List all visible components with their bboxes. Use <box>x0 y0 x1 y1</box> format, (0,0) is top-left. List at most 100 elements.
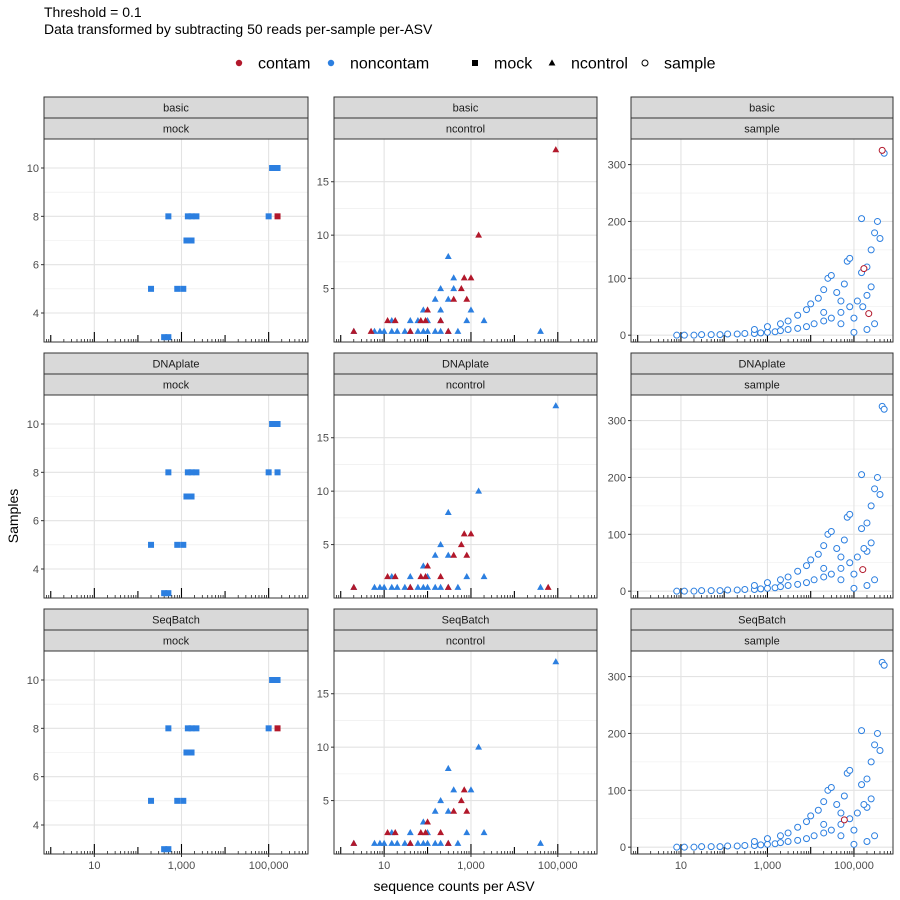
point-contam <box>367 327 375 334</box>
point-contam <box>422 317 429 324</box>
point-noncontam <box>467 786 475 793</box>
point-noncontam <box>450 284 458 292</box>
point-contam <box>450 807 458 814</box>
point-contam <box>444 327 452 334</box>
point-noncontam <box>193 725 200 732</box>
point-noncontam <box>716 843 724 851</box>
panel-background <box>334 139 597 342</box>
legend: contam noncontam mock ncontrol sample <box>235 56 716 73</box>
point-noncontam <box>444 764 452 772</box>
point-noncontam <box>180 541 187 548</box>
point-noncontam <box>803 562 811 570</box>
x-tick-label: 100,000 <box>538 860 578 872</box>
point-noncontam <box>858 727 866 735</box>
point-contam <box>424 562 431 569</box>
point-noncontam <box>265 725 272 732</box>
point-noncontam <box>148 797 155 804</box>
strip-type-label: mock <box>163 636 190 648</box>
point-noncontam <box>431 839 439 846</box>
point-noncontam <box>537 583 544 590</box>
point-noncontam <box>853 809 861 817</box>
point-noncontam <box>807 300 815 308</box>
legend-key-contam <box>235 59 243 67</box>
point-noncontam <box>193 213 200 220</box>
point-noncontam <box>867 758 875 766</box>
x-tick-label: 100,000 <box>834 860 874 872</box>
strip-type-label: mock <box>163 124 190 136</box>
y-tick-label: 8 <box>33 211 39 223</box>
y-tick-label: 10 <box>317 230 329 242</box>
point-noncontam <box>165 334 172 341</box>
point-noncontam <box>863 581 871 589</box>
point-noncontam <box>161 590 168 597</box>
strip-method-label: DNAplate <box>738 359 785 371</box>
point-noncontam <box>698 843 706 851</box>
point-noncontam <box>444 508 452 516</box>
panel-basic-mock: basic mock 4 6 8 10 <box>27 96 309 343</box>
panel-SeqBatch-ncontrol: SeqBatch ncontrol 5 10 15 10 1,000 100,000 <box>317 608 598 872</box>
point-noncontam <box>165 725 172 732</box>
point-noncontam <box>188 213 195 220</box>
point-noncontam <box>265 469 272 476</box>
point-noncontam <box>388 327 396 334</box>
point-noncontam <box>733 842 741 850</box>
point-noncontam <box>803 579 811 587</box>
y-tick-label: 300 <box>608 160 626 172</box>
strip-method-label: SeqBatch <box>152 615 200 627</box>
point-noncontam <box>148 541 155 548</box>
point-contam <box>437 573 445 580</box>
point-noncontam <box>784 325 792 333</box>
point-noncontam <box>763 579 771 587</box>
point-noncontam <box>860 545 868 553</box>
strip-method-label: DNAplate <box>442 359 489 371</box>
y-tick-label: 15 <box>317 177 329 189</box>
point-noncontam <box>380 839 388 846</box>
point-contam <box>840 816 848 824</box>
strip-type-label: sample <box>744 124 779 136</box>
point-noncontam <box>763 323 771 331</box>
point-contam <box>422 573 429 580</box>
point-noncontam <box>820 829 828 837</box>
point-noncontam <box>180 285 187 292</box>
point-noncontam <box>763 835 771 843</box>
point-noncontam <box>274 165 281 171</box>
point-noncontam <box>820 286 828 294</box>
point-noncontam <box>837 820 845 828</box>
y-axis-title: Samples <box>5 489 21 543</box>
point-noncontam <box>741 841 749 849</box>
point-noncontam <box>757 841 765 849</box>
point-noncontam <box>858 525 866 533</box>
point-noncontam <box>863 291 871 299</box>
point-noncontam <box>820 317 828 325</box>
point-contam <box>463 295 471 302</box>
y-tick-label: 200 <box>608 216 626 228</box>
x-tick-label: 100,000 <box>249 860 289 872</box>
point-noncontam <box>388 583 396 590</box>
point-noncontam <box>480 573 488 580</box>
point-noncontam <box>784 837 792 845</box>
point-contam <box>467 530 475 537</box>
point-noncontam <box>820 798 828 806</box>
point-noncontam <box>880 661 888 669</box>
point-contam <box>350 327 358 334</box>
point-noncontam <box>188 725 195 732</box>
point-noncontam <box>552 402 560 409</box>
point-noncontam <box>480 829 488 836</box>
point-noncontam <box>850 840 858 848</box>
legend-label-contam: contam <box>258 56 310 73</box>
point-contam <box>450 551 458 558</box>
point-noncontam <box>784 573 792 581</box>
point-noncontam <box>850 826 858 834</box>
panel-border <box>630 138 894 343</box>
point-noncontam <box>274 469 281 476</box>
point-contam <box>391 317 399 324</box>
y-tick-label: 200 <box>608 728 626 740</box>
point-noncontam <box>833 801 841 809</box>
point-noncontam <box>463 317 471 324</box>
y-tick-label: 10 <box>317 486 329 498</box>
y-tick-label: 15 <box>317 689 329 701</box>
point-noncontam <box>840 792 848 800</box>
point-noncontam <box>820 820 828 828</box>
strip-type-label: mock <box>163 380 190 392</box>
point-noncontam <box>776 320 784 328</box>
